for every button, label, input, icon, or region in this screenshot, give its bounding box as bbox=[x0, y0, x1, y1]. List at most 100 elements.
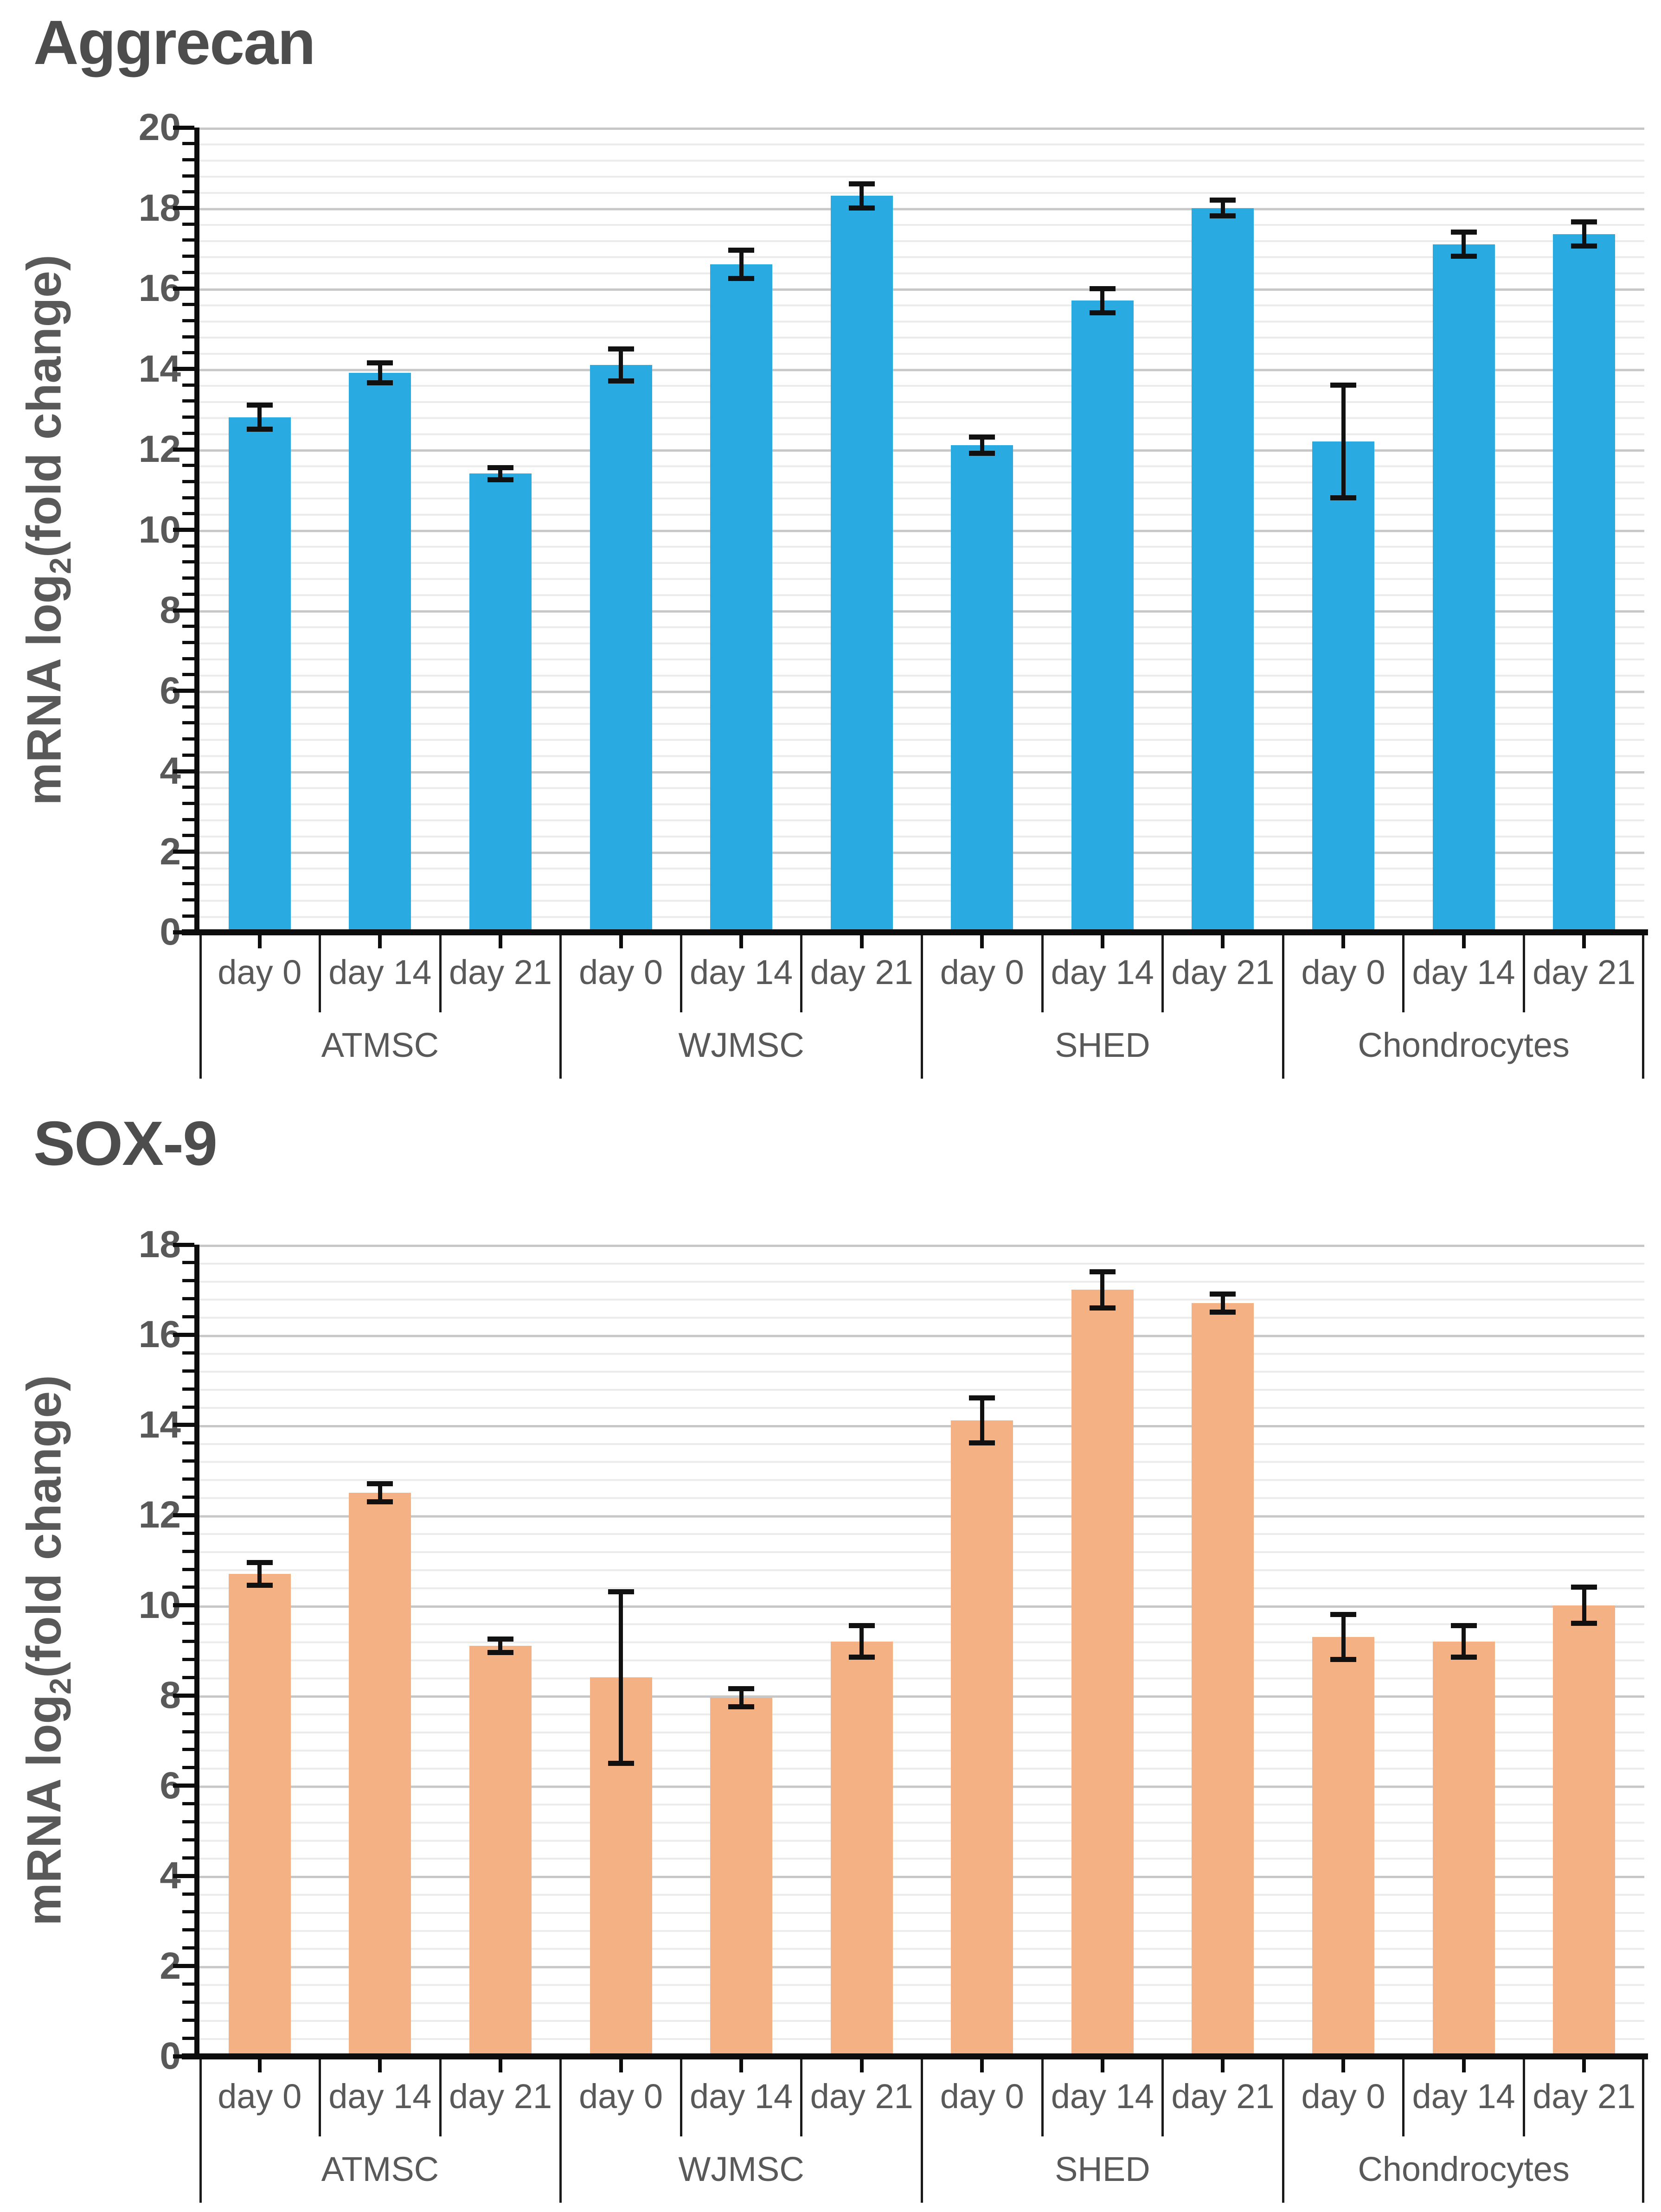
group-separator bbox=[921, 932, 923, 1079]
y-minor-tick bbox=[182, 1640, 194, 1643]
y-minor-tick bbox=[182, 818, 194, 821]
y-minor-tick bbox=[182, 464, 194, 467]
bar bbox=[228, 417, 291, 932]
bar bbox=[469, 473, 532, 932]
y-major-tick bbox=[173, 206, 194, 210]
y-minor-tick bbox=[182, 1622, 194, 1625]
y-minor-tick bbox=[182, 914, 194, 918]
y-major-tick bbox=[173, 1603, 194, 1608]
y-major-tick bbox=[173, 1784, 194, 1788]
y-major-tick bbox=[173, 447, 194, 452]
x-category-label: day 14 bbox=[690, 2077, 793, 2116]
category-separator bbox=[439, 2056, 442, 2136]
error-bar-cap-bottom bbox=[1450, 1655, 1477, 1660]
error-bar-line bbox=[498, 1639, 503, 1653]
error-bar-cap-bottom bbox=[487, 1650, 513, 1656]
y-tick-label: 10 bbox=[138, 1584, 181, 1626]
error-bar-cap-bottom bbox=[246, 1582, 273, 1588]
x-category-tick bbox=[619, 935, 623, 948]
error-bar-line bbox=[619, 349, 623, 381]
y-minor-tick bbox=[182, 801, 194, 805]
y-minor-tick bbox=[182, 222, 194, 226]
category-separator bbox=[800, 932, 803, 1012]
y-minor-tick bbox=[182, 1675, 194, 1679]
bar bbox=[349, 373, 411, 932]
bar bbox=[349, 1492, 411, 2056]
y-minor-tick bbox=[182, 351, 194, 355]
y-minor-tick bbox=[182, 898, 194, 902]
error-bar-cap-bottom bbox=[487, 477, 513, 482]
x-category-label: day 0 bbox=[1301, 953, 1385, 991]
y-minor-tick bbox=[182, 882, 194, 886]
error-bar-line bbox=[498, 467, 503, 480]
y-tick-label: 18 bbox=[138, 1223, 181, 1266]
bar bbox=[1312, 1637, 1375, 2056]
x-category-tick bbox=[378, 2059, 382, 2072]
y-minor-tick bbox=[182, 1928, 194, 1932]
y-minor-tick bbox=[182, 1261, 194, 1265]
error-bar-cap-bottom bbox=[608, 1760, 634, 1766]
error-bar-cap-top bbox=[728, 1686, 755, 1692]
y-tick-label: 10 bbox=[138, 508, 181, 551]
y-minor-tick bbox=[182, 737, 194, 741]
y-tick-label: 6 bbox=[160, 1764, 181, 1807]
error-bar-line bbox=[859, 184, 864, 208]
y-axis-title: mRNA log2(fold change) bbox=[17, 1375, 78, 1925]
error-bar-cap-bottom bbox=[848, 1655, 875, 1660]
x-category-label: day 21 bbox=[1171, 2077, 1275, 2116]
y-major-tick bbox=[173, 769, 194, 774]
y-minor-tick bbox=[182, 866, 194, 869]
x-axis: day 0 day 14 day 21 ATMSC day 0 day 14 day 21 W… bbox=[199, 932, 1644, 1081]
x-category-tick bbox=[980, 935, 984, 948]
error-bar-line bbox=[1220, 200, 1225, 216]
error-bar-cap-bottom bbox=[728, 275, 755, 281]
x-category-label: day 14 bbox=[1412, 953, 1515, 991]
x-group-label: SHED bbox=[1055, 2149, 1150, 2188]
bar bbox=[951, 1420, 1013, 2056]
chart-title: SOX-9 bbox=[33, 1108, 218, 1178]
y-minor-tick bbox=[182, 1946, 194, 1950]
y-tick-label: 20 bbox=[138, 106, 181, 148]
error-bar-cap-bottom bbox=[1571, 1621, 1597, 1626]
x-category-label: day 14 bbox=[1412, 2077, 1515, 2116]
y-tick-label: 0 bbox=[160, 911, 181, 953]
y-minor-tick bbox=[182, 640, 194, 644]
category-separator bbox=[1161, 2056, 1164, 2136]
y-major-tick bbox=[173, 1964, 194, 1969]
error-bar-line bbox=[378, 1483, 382, 1502]
x-category-tick bbox=[739, 935, 744, 948]
y-minor-tick bbox=[182, 1820, 194, 1823]
y-minor-tick bbox=[182, 2036, 194, 2040]
y-axis-line bbox=[194, 128, 199, 935]
y-minor-tick bbox=[182, 1297, 194, 1301]
y-major-tick bbox=[173, 1693, 194, 1698]
category-separator bbox=[800, 2056, 803, 2136]
y-minor-tick bbox=[182, 1459, 194, 1463]
y-major-tick bbox=[173, 1423, 194, 1427]
x-category-tick bbox=[1221, 2059, 1225, 2072]
error-bar-line bbox=[1100, 288, 1105, 313]
y-minor-tick bbox=[182, 1585, 194, 1589]
error-bar-cap-top bbox=[969, 1395, 995, 1401]
y-tick-label: 4 bbox=[160, 1854, 181, 1897]
error-bar-cap-bottom bbox=[1571, 243, 1597, 249]
y-minor-tick bbox=[182, 1549, 194, 1553]
bar bbox=[951, 445, 1013, 932]
y-minor-tick bbox=[182, 1369, 194, 1373]
y-minor-tick bbox=[182, 142, 194, 146]
x-category-tick bbox=[1462, 935, 1466, 948]
error-bar-cap-bottom bbox=[1330, 1656, 1357, 1662]
x-category-tick bbox=[859, 2059, 864, 2072]
y-minor-tick bbox=[182, 753, 194, 757]
error-bar-line bbox=[1462, 1625, 1466, 1657]
error-bar-cap-top bbox=[1210, 197, 1236, 203]
x-category-label: day 0 bbox=[579, 2077, 663, 2116]
x-category-label: day 21 bbox=[1533, 2077, 1636, 2116]
x-category-tick bbox=[378, 935, 382, 948]
error-bar-cap-bottom bbox=[367, 380, 393, 386]
y-minor-tick bbox=[182, 1477, 194, 1481]
x-category-label: day 14 bbox=[1051, 2077, 1154, 2116]
x-axis-line bbox=[182, 929, 1648, 935]
error-bar-line bbox=[739, 1688, 744, 1707]
x-category-label: day 0 bbox=[940, 2077, 1024, 2116]
